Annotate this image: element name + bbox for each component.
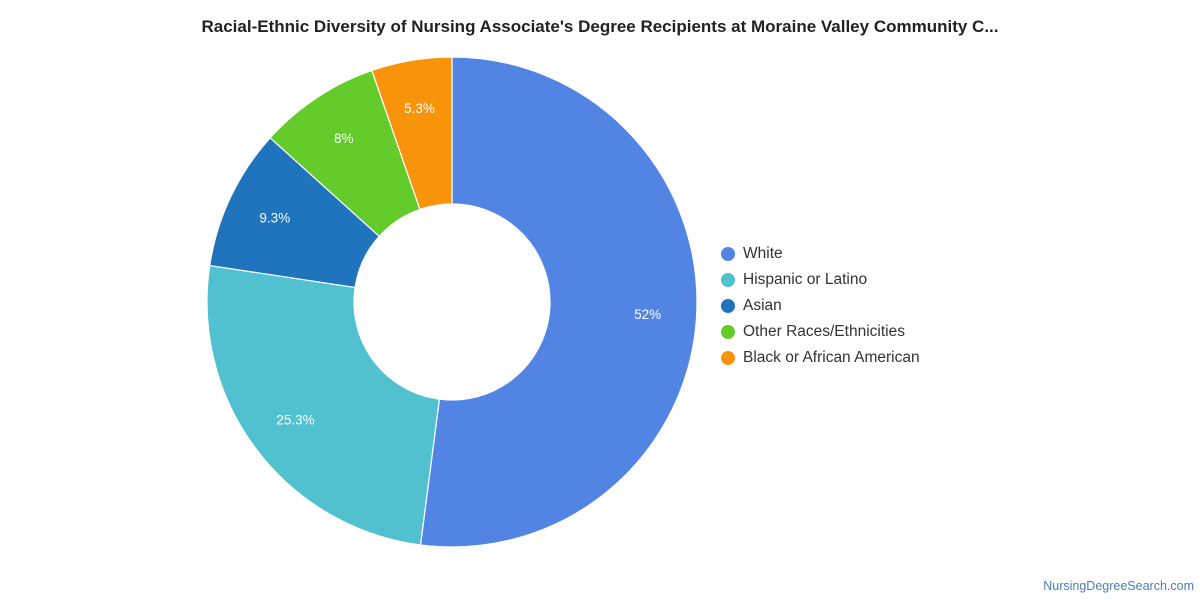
legend-swatch-icon xyxy=(721,351,735,365)
source-credit[interactable]: NursingDegreeSearch.com xyxy=(1043,579,1194,593)
chart-title: Racial-Ethnic Diversity of Nursing Assoc… xyxy=(201,17,999,36)
legend-swatch-icon xyxy=(721,247,735,261)
legend-item[interactable]: Black or African American xyxy=(721,345,920,371)
legend-label: Asian xyxy=(743,297,782,314)
slice-value-label: 8% xyxy=(334,131,354,146)
legend-item[interactable]: Asian xyxy=(721,293,920,319)
slice-value-label: 25.3% xyxy=(276,413,314,428)
donut-slice-hispanic-or-latino[interactable] xyxy=(206,264,441,546)
legend-label: White xyxy=(743,245,783,262)
chart-legend: White Hispanic or Latino Asian Other Races/… xyxy=(721,241,920,371)
slice-value-label: 52% xyxy=(634,307,661,322)
slice-value-label: 5.3% xyxy=(404,101,435,116)
legend-swatch-icon xyxy=(721,299,735,313)
donut-slice-black-or-african-american[interactable] xyxy=(371,56,453,211)
legend-label: Other Races/Ethnicities xyxy=(743,323,905,340)
legend-swatch-icon xyxy=(721,273,735,287)
legend-item[interactable]: White xyxy=(721,241,920,267)
legend-label: Hispanic or Latino xyxy=(743,271,868,288)
legend-swatch-icon xyxy=(721,325,735,339)
legend-item[interactable]: Other Races/Ethnicities xyxy=(721,319,920,345)
donut-slice-white[interactable] xyxy=(419,56,698,548)
slice-value-label: 9.3% xyxy=(259,211,290,226)
legend-item[interactable]: Hispanic or Latino xyxy=(721,267,920,293)
legend-label: Black or African American xyxy=(743,349,920,366)
